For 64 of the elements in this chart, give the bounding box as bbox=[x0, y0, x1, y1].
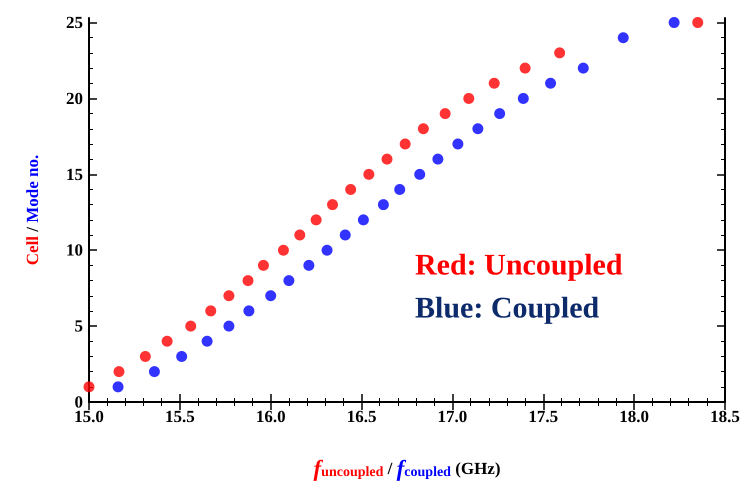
point bbox=[205, 305, 216, 316]
point bbox=[322, 244, 333, 256]
point bbox=[327, 199, 338, 210]
annotation: Red: Uncoupled bbox=[415, 248, 623, 282]
point bbox=[418, 123, 429, 134]
point bbox=[472, 123, 484, 134]
y-tick-label: 10 bbox=[66, 240, 83, 260]
point bbox=[400, 138, 411, 150]
point bbox=[518, 92, 529, 104]
x-tick-label: 18.5 bbox=[710, 407, 740, 426]
y-tick-label: 25 bbox=[66, 13, 83, 32]
point bbox=[452, 138, 464, 150]
point bbox=[363, 168, 374, 180]
point bbox=[432, 154, 444, 165]
point bbox=[463, 92, 474, 104]
point bbox=[176, 350, 188, 362]
annotation: Blue: Coupled bbox=[415, 292, 600, 324]
point bbox=[382, 154, 393, 165]
text: funcoupled / fcoupled (GHz) bbox=[313, 456, 501, 481]
x-tick-label: 15.5 bbox=[164, 407, 195, 426]
point bbox=[294, 230, 306, 241]
point bbox=[223, 320, 234, 332]
point bbox=[310, 214, 322, 226]
point bbox=[494, 108, 506, 120]
point bbox=[618, 32, 629, 44]
point bbox=[378, 199, 389, 210]
point bbox=[414, 168, 426, 180]
point bbox=[185, 320, 196, 332]
point bbox=[243, 305, 254, 316]
point bbox=[162, 336, 173, 347]
point bbox=[258, 260, 269, 271]
point bbox=[202, 336, 213, 347]
point bbox=[692, 17, 704, 28]
x-tick-label: 16.5 bbox=[346, 407, 376, 426]
y-tick-label: 5 bbox=[74, 316, 83, 336]
point bbox=[440, 108, 451, 120]
point bbox=[265, 290, 276, 302]
point bbox=[303, 260, 314, 271]
point bbox=[668, 17, 680, 28]
point bbox=[148, 366, 160, 378]
x-tick-label: 17.5 bbox=[528, 407, 558, 426]
point bbox=[84, 381, 94, 392]
point bbox=[520, 62, 531, 74]
x-tick-label: 17.0 bbox=[438, 407, 468, 426]
point bbox=[345, 184, 356, 196]
point bbox=[340, 230, 351, 241]
point bbox=[394, 184, 406, 196]
y-tick-label: 20 bbox=[66, 88, 83, 108]
y-tick-label: 15 bbox=[66, 164, 83, 184]
point bbox=[488, 78, 500, 89]
point bbox=[223, 290, 234, 302]
point bbox=[140, 350, 151, 362]
point bbox=[113, 366, 124, 378]
point bbox=[278, 244, 289, 256]
x-tick-label: 16.0 bbox=[256, 407, 286, 426]
text: Cell / Mode no. bbox=[23, 154, 42, 266]
x-tick-label: 18.0 bbox=[619, 407, 650, 426]
point bbox=[554, 47, 566, 58]
point bbox=[545, 78, 556, 89]
point bbox=[358, 214, 369, 226]
point bbox=[242, 275, 254, 286]
point bbox=[578, 62, 589, 74]
point bbox=[283, 275, 294, 286]
point bbox=[112, 381, 124, 392]
